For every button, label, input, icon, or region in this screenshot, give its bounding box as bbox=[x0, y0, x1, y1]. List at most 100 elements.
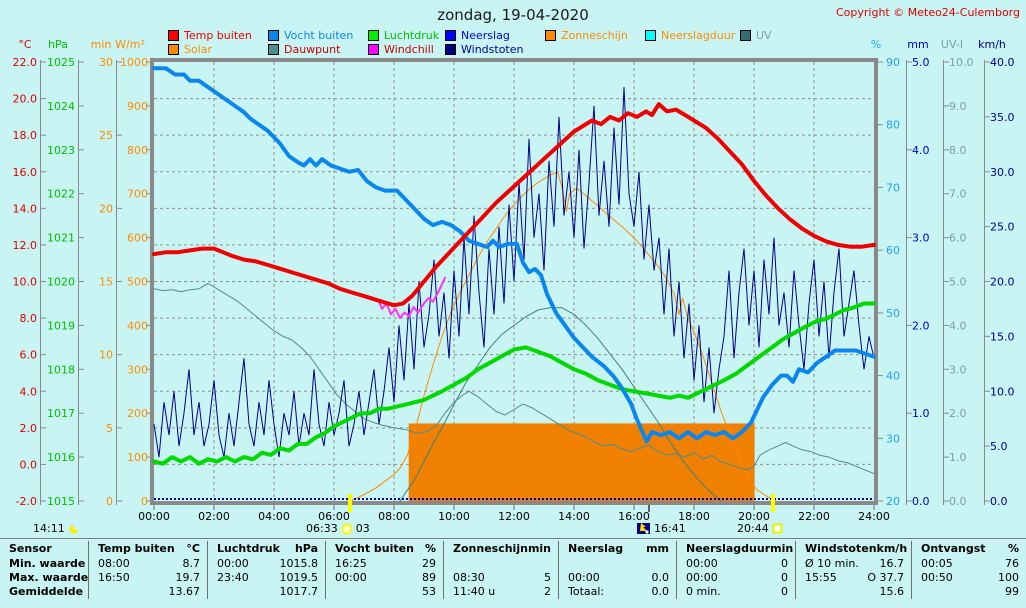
table-cell: 16:25 29 bbox=[326, 557, 443, 571]
table-cell-time: 00:00 bbox=[335, 571, 367, 584]
series-vocht-buiten bbox=[152, 66, 876, 444]
legend-label: Zonneschijn bbox=[561, 28, 628, 42]
table-header-unit: min bbox=[770, 542, 794, 555]
axis-tick-label: 18.0 bbox=[13, 129, 38, 142]
table-cell: Ø 10 min. 16.7 bbox=[796, 557, 911, 571]
table-header-label: Neerslag bbox=[568, 542, 624, 555]
legend-item-neerslag: Neerslag bbox=[445, 29, 510, 42]
table-cell: 16:50 19.7 bbox=[89, 571, 207, 585]
axis-tick-label: -2.0 bbox=[16, 495, 37, 508]
table-header-unit: mm bbox=[646, 542, 669, 555]
axis-tick-label: 10.0 bbox=[13, 276, 38, 289]
axis-tick-label: 0 bbox=[141, 495, 148, 508]
axis-tick-label: 70 bbox=[886, 181, 900, 194]
axis-tick-label: 6.0 bbox=[20, 349, 38, 362]
x-axis-label: 00:00 bbox=[138, 510, 170, 523]
table-cell-value: 89 bbox=[422, 571, 436, 584]
table-cell: 00:00 1015.8 bbox=[208, 557, 325, 571]
table-cell-time: 00:50 bbox=[921, 571, 953, 584]
x-axis-label: 22:00 bbox=[798, 510, 830, 523]
table-cell-value: 15.6 bbox=[879, 585, 905, 598]
axis-tick-label: 0.0 bbox=[912, 495, 930, 508]
legend-swatch bbox=[445, 43, 456, 55]
axis-tick-label: 0 bbox=[106, 495, 113, 508]
table-cell-time: 00:00 bbox=[686, 571, 718, 584]
axis-tick-label: 1016 bbox=[47, 451, 75, 464]
table-cell: 00:00 0 bbox=[677, 557, 795, 571]
summary-table: Sensor Min. waarde Max. waarde Gemiddelde Te… bbox=[0, 538, 1026, 599]
table-cell-time: Ø 10 min. bbox=[805, 557, 859, 570]
table-cell: 00:00 89 bbox=[326, 571, 443, 585]
axis-tick-label: 4.0 bbox=[20, 385, 38, 398]
legend-item-zonneschijn: Zonneschijn bbox=[545, 28, 628, 42]
table-header-label: Ontvangst bbox=[921, 542, 986, 555]
table-header-label: Neerslagduur bbox=[686, 542, 771, 555]
sunrise-time: 06:33 bbox=[306, 522, 338, 535]
table-column-neerslagduur: Neerslagduur min 00:00 0 00:00 0 0 min. 0 bbox=[676, 541, 795, 599]
table-column-zonneschijn: Zonneschijn min 08:30 5 11:40 u 2 bbox=[443, 541, 558, 599]
legend-label: Dauwpunt bbox=[284, 42, 341, 56]
table-cell: 15:55 O 37.7 bbox=[796, 571, 911, 585]
table-header-label: Vocht buiten bbox=[335, 542, 414, 555]
axis-tick-label: 3.0 bbox=[912, 232, 930, 245]
axis-tick-label: 400 bbox=[127, 319, 148, 332]
table-row-label: Gemiddelde bbox=[9, 585, 84, 598]
axis-tick-label: 0.0 bbox=[20, 458, 38, 471]
sunset-marker: 20:44 bbox=[737, 522, 784, 535]
table-header-unit: km/h bbox=[876, 542, 908, 555]
table-header-label: Sensor bbox=[9, 542, 52, 555]
table-cell-value: 0 bbox=[781, 557, 788, 570]
table-cell bbox=[444, 557, 558, 571]
axis-tick-label: 1000 bbox=[120, 56, 148, 69]
axis-tick-label: 5.0 bbox=[990, 440, 1008, 453]
axis-tick-label: 5.0 bbox=[949, 276, 967, 289]
axis-tick-label: 0.0 bbox=[949, 495, 967, 508]
table-cell-value: 53 bbox=[422, 585, 436, 598]
table-cell: Totaal: 0.0 bbox=[559, 585, 676, 599]
plot-border bbox=[150, 501, 878, 505]
sunrise-tick bbox=[348, 494, 352, 512]
axis-tick-label: 80 bbox=[886, 119, 900, 132]
table-cell: 00:05 76 bbox=[912, 557, 1026, 571]
axis-tick-label: 90 bbox=[886, 56, 900, 69]
table-cell-value: 2 bbox=[544, 585, 551, 598]
table-header-unit bbox=[52, 541, 81, 557]
axis-tick-label: 15 bbox=[99, 276, 113, 289]
table-cell-value: 5 bbox=[544, 571, 551, 584]
x-axis-label: 14:00 bbox=[558, 510, 590, 523]
axis-tick-label: 1020 bbox=[47, 276, 75, 289]
legend-label: Windstoten bbox=[461, 42, 524, 56]
table-header-unit: °C bbox=[186, 542, 200, 555]
axis-tick-label: 1022 bbox=[47, 188, 75, 201]
legend-swatch bbox=[268, 43, 279, 55]
table-cell: 15.6 bbox=[796, 585, 911, 599]
table-column-vocht-buiten: Vocht buiten% 16:25 29 00:00 89 53 bbox=[325, 541, 443, 599]
axis-tick-label: 25 bbox=[99, 129, 113, 142]
axis-tick-label: 10.0 bbox=[990, 385, 1015, 398]
table-header-unit: % bbox=[424, 542, 436, 555]
legend-label: Temp buiten bbox=[184, 28, 252, 42]
table-cell-value: 100 bbox=[998, 571, 1019, 584]
legend-item-windchill: Windchill bbox=[368, 43, 434, 56]
axis-tick-label: 4.0 bbox=[912, 144, 930, 157]
table-header-unit: min bbox=[527, 542, 552, 555]
table-cell-time: 15:55 bbox=[805, 571, 837, 584]
table-cell-value: 29 bbox=[422, 557, 436, 570]
table-cell bbox=[559, 557, 676, 571]
summary-table-grid: Sensor Min. waarde Max. waarde Gemiddelde Te… bbox=[0, 541, 1026, 599]
axis-tick-label: 10.0 bbox=[949, 56, 974, 69]
table-header-cell: Ontvangst% bbox=[912, 541, 1026, 557]
table-cell: 13.67 bbox=[89, 585, 207, 599]
sunrise-marker: 06:33 03 bbox=[306, 522, 370, 535]
table-header-cell: Neerslagduur min bbox=[677, 541, 795, 557]
legend-swatch bbox=[368, 43, 379, 55]
axis-tick-label: 1024 bbox=[47, 100, 75, 113]
legend-item-vocht-buiten: Vocht buiten bbox=[268, 29, 353, 42]
axis-tick-label: 0.0 bbox=[990, 495, 1008, 508]
axis-tick-label: 20 bbox=[99, 202, 113, 215]
axis-unit-label: km/h bbox=[978, 38, 1006, 51]
axis-unit-label: W/m² bbox=[115, 38, 145, 51]
axis-tick-label: 6.0 bbox=[949, 232, 967, 245]
table-cell-value bbox=[453, 557, 551, 571]
